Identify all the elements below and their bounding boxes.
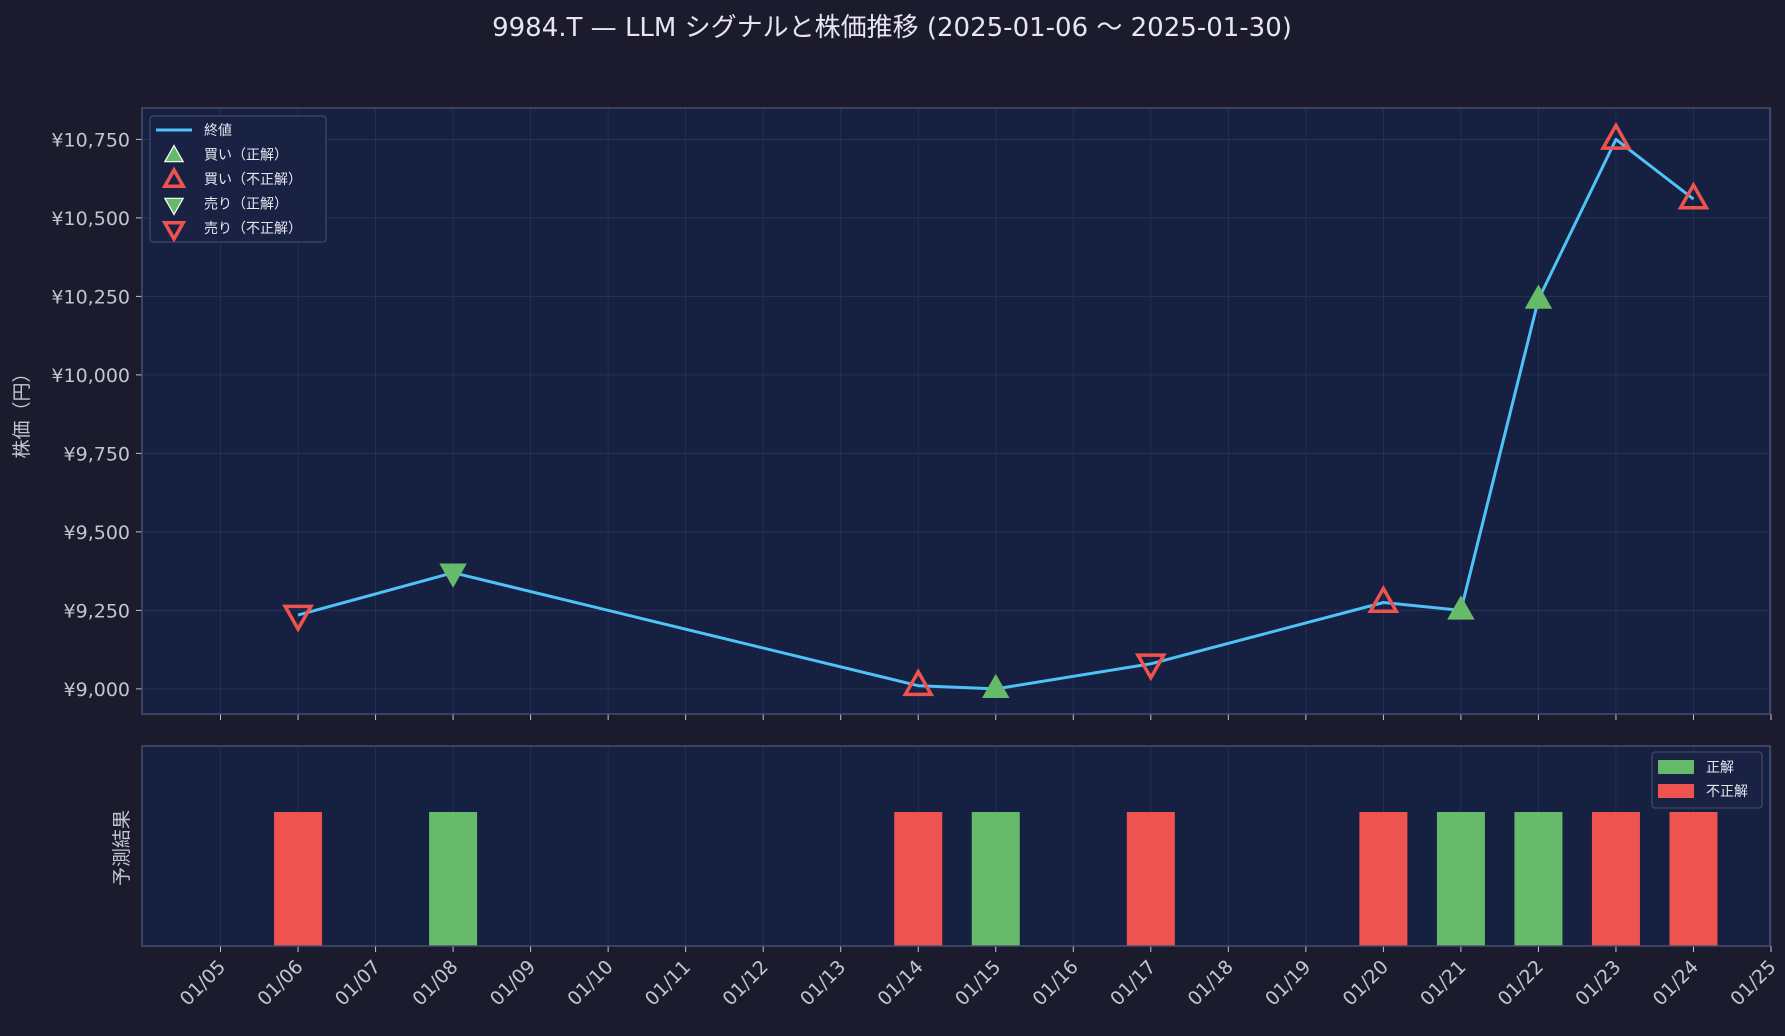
x-tick-label: 01/21 xyxy=(1416,956,1470,1010)
result-bar-wrong xyxy=(894,812,943,946)
price-panel: ¥9,000 ¥9,250 ¥9,500 ¥9,750 ¥10,000 ¥10,250 ¥1… xyxy=(11,107,1772,720)
signal-marker-sell-correct xyxy=(439,563,467,588)
x-tick-label: 01/16 xyxy=(1029,956,1083,1010)
x-tick-label: 01/19 xyxy=(1261,956,1315,1010)
signal-marker-buy-wrong xyxy=(1367,584,1400,613)
legend-label: 買い（不正解） xyxy=(204,172,302,188)
legend-swatch-wrong xyxy=(1658,784,1694,798)
x-tick-label: 01/22 xyxy=(1494,956,1548,1010)
legend-label: 売り（正解） xyxy=(204,197,288,213)
y-tick-label: ¥9,000 xyxy=(64,679,130,701)
price-line xyxy=(297,137,1695,691)
result-y-axis-label: 予測結果 xyxy=(111,810,133,886)
result-bar-correct xyxy=(971,812,1020,946)
result-bar-wrong xyxy=(1591,812,1640,946)
legend-label: 終値 xyxy=(204,123,232,139)
legend-marker-buy-correct xyxy=(163,144,185,163)
price-x-tick-marks xyxy=(220,714,1772,720)
legend-marker-sell-correct xyxy=(163,197,185,216)
price-y-axis-label: 株価（円） xyxy=(11,363,33,458)
legend-swatch-correct xyxy=(1658,760,1694,774)
x-tick-label: 01/14 xyxy=(873,956,927,1010)
y-tick-label: ¥10,000 xyxy=(51,365,130,387)
signal-marker-buy-wrong xyxy=(1677,181,1710,210)
x-tick-label: 01/17 xyxy=(1106,956,1160,1010)
result-panel-border xyxy=(141,745,1771,947)
x-tick-label: 01/13 xyxy=(796,956,850,1010)
signal-marker-buy-wrong xyxy=(902,668,935,697)
price-grid xyxy=(142,108,1772,714)
x-tick-label: 01/18 xyxy=(1184,956,1238,1010)
y-tick-label: ¥10,250 xyxy=(51,286,130,308)
x-tick-label: 01/09 xyxy=(486,956,540,1010)
result-bar-wrong xyxy=(1126,812,1175,946)
y-tick-label: ¥10,500 xyxy=(51,208,130,230)
signal-marker-buy-correct xyxy=(1447,595,1475,620)
signal-marker-sell-wrong xyxy=(282,604,314,633)
price-panel-border xyxy=(141,107,1771,715)
legend-label: 不正解 xyxy=(1706,784,1748,800)
x-tick-label: 01/08 xyxy=(408,956,462,1010)
x-tick-label: 01/20 xyxy=(1339,956,1393,1010)
legend-marker-buy-wrong xyxy=(161,166,187,188)
x-tick-label: 01/15 xyxy=(951,956,1005,1010)
x-tick-label: 01/11 xyxy=(641,956,695,1010)
x-tick-label: 01/10 xyxy=(563,956,617,1010)
signal-marker-buy-wrong xyxy=(1600,121,1632,150)
y-tick-label: ¥9,250 xyxy=(64,600,130,622)
result-bar-wrong xyxy=(1359,812,1408,946)
signal-markers xyxy=(282,121,1710,699)
price-panel-background xyxy=(142,108,1770,714)
signal-marker-buy-correct xyxy=(1524,284,1553,309)
x-tick-label: 01/23 xyxy=(1571,956,1625,1010)
result-bar-correct xyxy=(1436,812,1485,946)
signal-marker-sell-wrong xyxy=(1134,653,1167,682)
price-y-axis: ¥9,000 ¥9,250 ¥9,500 ¥9,750 ¥10,000 ¥10,250 ¥1… xyxy=(51,129,142,701)
result-panel-background xyxy=(142,746,1770,946)
legend-label: 正解 xyxy=(1706,760,1734,776)
result-bar-wrong xyxy=(274,812,323,946)
legend-marker-sell-wrong xyxy=(161,221,187,243)
legend-box xyxy=(149,115,327,243)
result-bar-correct xyxy=(429,812,478,946)
x-tick-label: 01/12 xyxy=(718,956,772,1010)
chart-title: 9984.T — LLM シグナルと株価推移 (2025-01-06 〜 202… xyxy=(492,13,1292,43)
signal-marker-buy-correct xyxy=(982,673,1010,699)
x-tick-label: 01/06 xyxy=(253,956,307,1010)
y-tick-label: ¥9,500 xyxy=(64,522,130,544)
y-tick-label: ¥9,750 xyxy=(64,443,130,465)
x-tick-label: 01/05 xyxy=(176,956,230,1010)
result-bar-correct xyxy=(1514,812,1563,946)
x-tick-label: 01/24 xyxy=(1649,956,1703,1010)
legend-label: 売り（不正解） xyxy=(204,221,302,237)
y-tick-label: ¥10,750 xyxy=(51,129,130,151)
result-bar-wrong xyxy=(1669,812,1718,946)
result-x-axis: 01/05 01/06 01/07 01/08 01/09 01/10 01/11 01/12… xyxy=(176,946,1781,1010)
x-tick-label: 01/07 xyxy=(331,956,385,1010)
result-panel: 01/05 01/06 01/07 01/08 01/09 01/10 01/11 01/12… xyxy=(111,745,1781,1010)
legend-label: 買い（正解） xyxy=(204,148,288,164)
result-bars xyxy=(274,812,1718,946)
x-tick-label: 01/25 xyxy=(1726,956,1780,1010)
